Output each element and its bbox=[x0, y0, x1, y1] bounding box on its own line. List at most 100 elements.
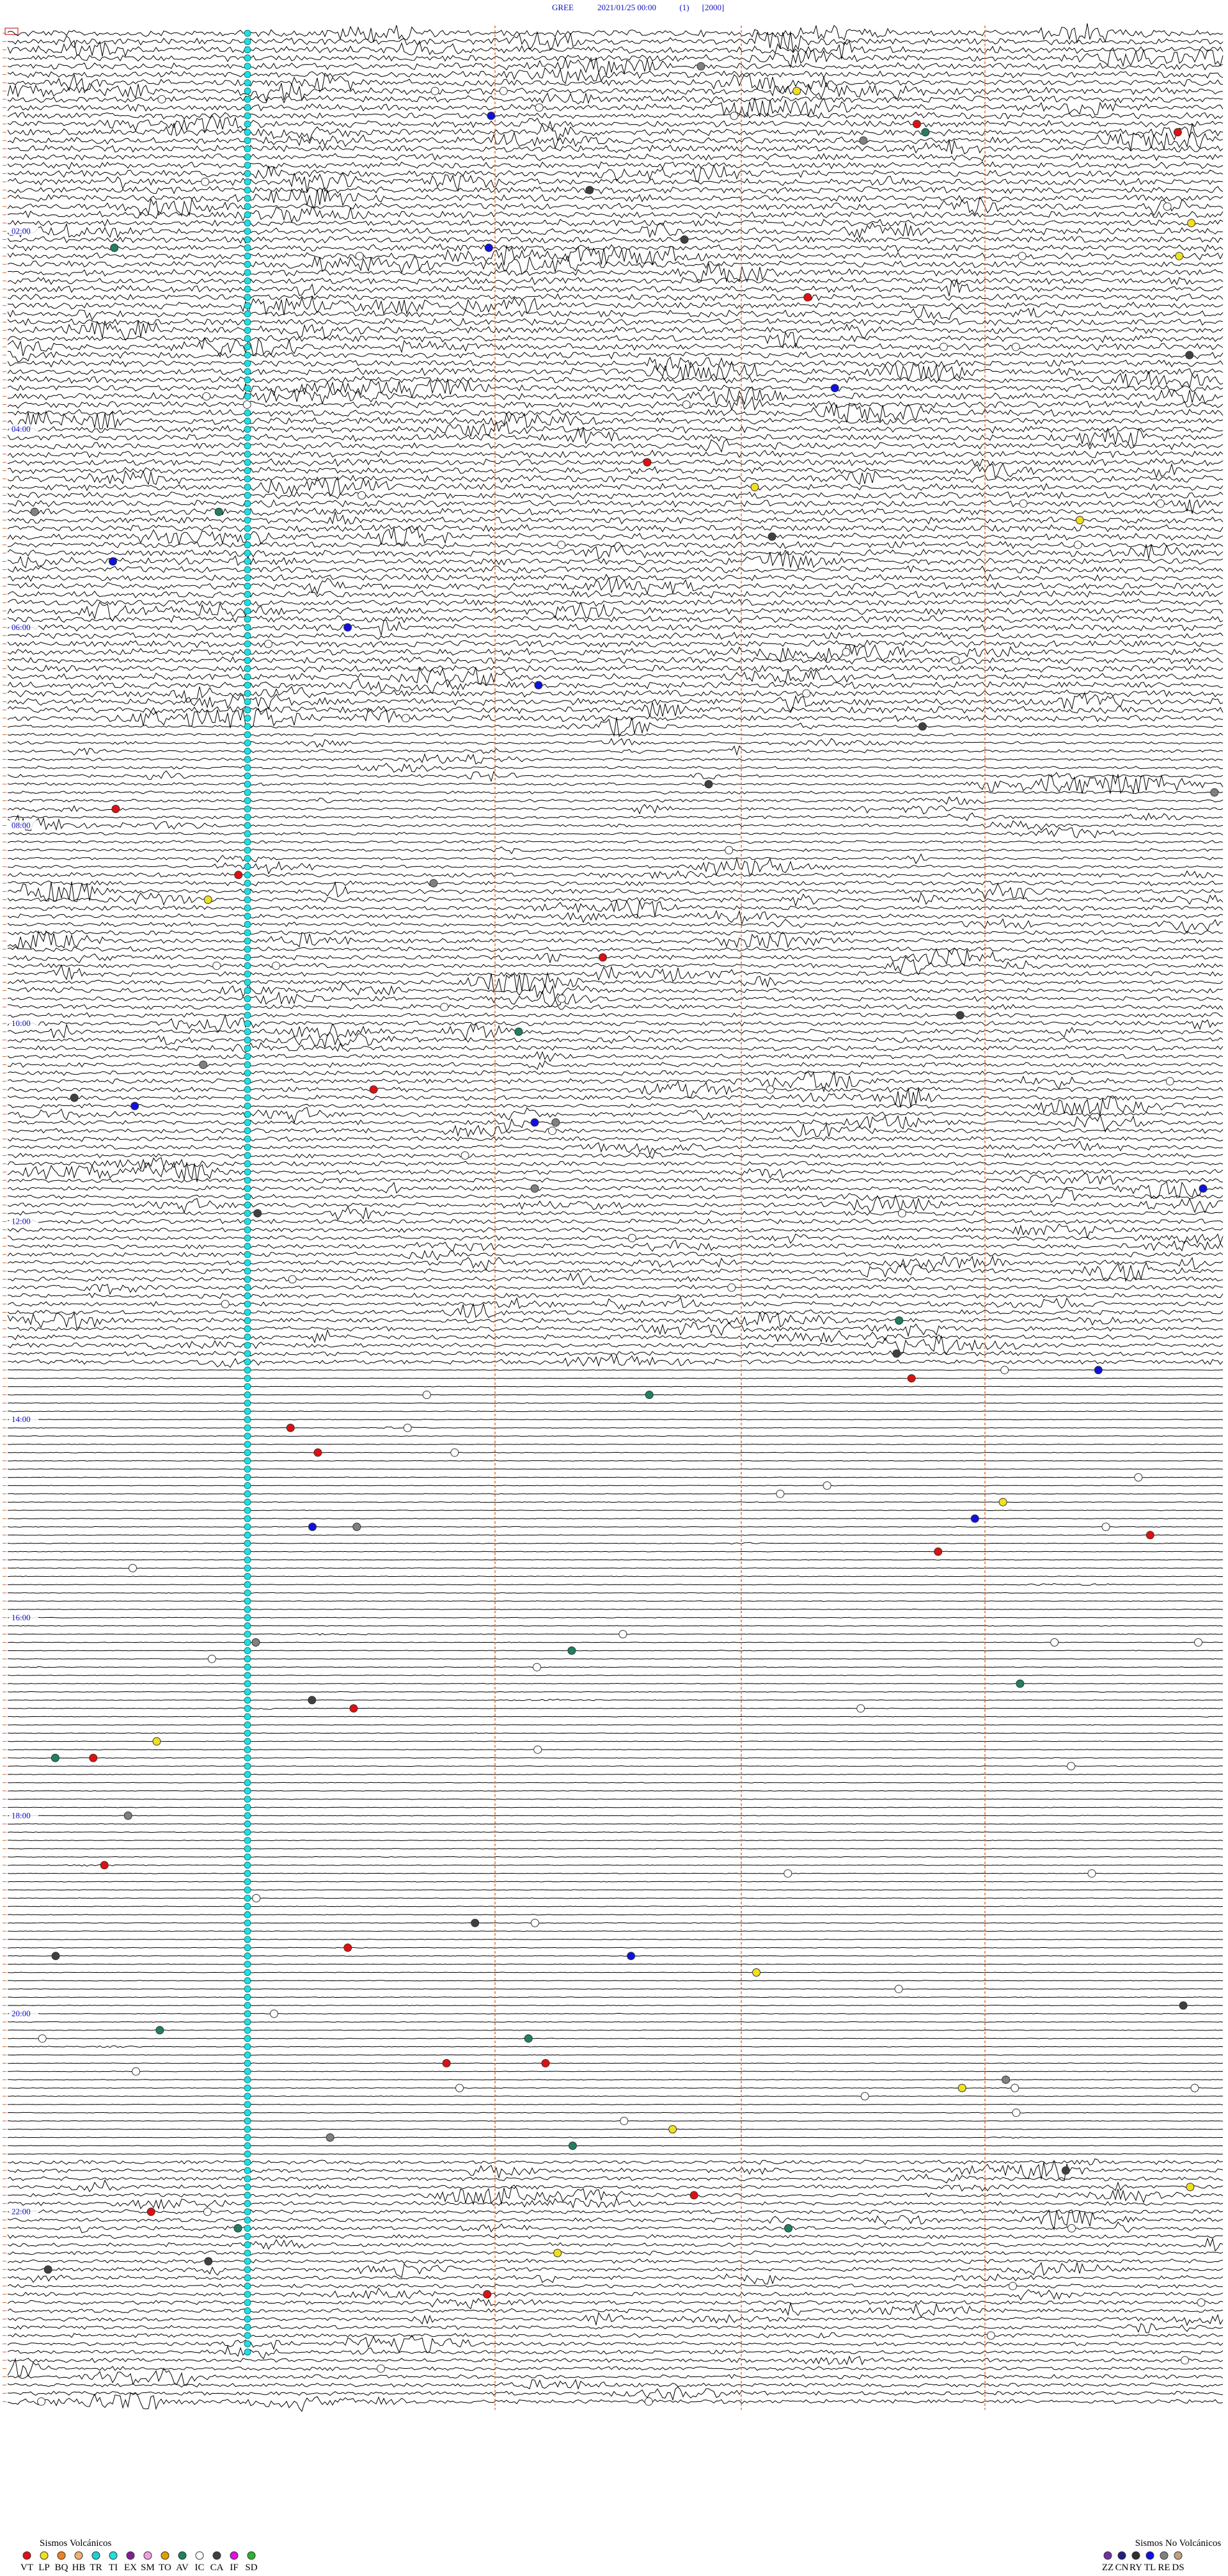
seismic-trace bbox=[7, 745, 1224, 756]
seismic-trace bbox=[7, 356, 1224, 372]
tr-marker bbox=[244, 1168, 251, 1176]
seismic-trace bbox=[7, 1576, 1224, 1577]
seismic-trace bbox=[7, 1151, 1224, 1159]
tr-marker bbox=[244, 2323, 251, 2331]
seismic-trace bbox=[7, 1741, 1224, 1742]
seismic-trace bbox=[7, 656, 1224, 665]
seismic-trace bbox=[7, 243, 1224, 253]
seismic-trace bbox=[7, 1625, 1224, 1627]
hour-label-bg bbox=[9, 622, 38, 631]
tr-marker bbox=[244, 855, 251, 862]
event-marker bbox=[1018, 251, 1027, 260]
tr-marker bbox=[244, 1350, 251, 1357]
seismic-trace bbox=[7, 205, 1224, 223]
tr-marker bbox=[244, 1466, 251, 1473]
seismic-trace bbox=[8, 1897, 1224, 1899]
event-marker bbox=[792, 86, 801, 95]
legend-code: IF bbox=[230, 2563, 238, 2573]
seismic-trace bbox=[7, 573, 1224, 582]
tr-marker bbox=[244, 987, 251, 994]
event-marker bbox=[1009, 2282, 1017, 2291]
tr-marker bbox=[244, 1152, 251, 1159]
seismic-trace bbox=[7, 1716, 1224, 1718]
tr-marker bbox=[244, 945, 251, 953]
seismic-trace bbox=[7, 23, 1224, 44]
seismic-trace bbox=[7, 305, 1224, 321]
tr-marker bbox=[244, 228, 251, 235]
tr-marker bbox=[244, 814, 251, 821]
tr-marker bbox=[244, 1870, 251, 1877]
event-marker bbox=[618, 1630, 627, 1639]
event-marker bbox=[859, 136, 868, 145]
volcanic-title: Sismos Volcánicos bbox=[40, 2538, 112, 2548]
seismic-trace bbox=[7, 278, 1224, 297]
tr-marker bbox=[244, 1820, 251, 1828]
legend-swatch bbox=[1117, 2551, 1126, 2560]
event-marker bbox=[288, 1275, 297, 1284]
tr-marker bbox=[244, 54, 251, 62]
tr-marker bbox=[244, 1086, 251, 1093]
seismic-trace bbox=[7, 814, 1224, 832]
seismic-trace bbox=[7, 371, 1224, 389]
event-marker bbox=[956, 1011, 964, 1020]
tr-marker bbox=[244, 1746, 251, 1753]
event-marker bbox=[568, 2141, 577, 2150]
seismic-trace bbox=[7, 853, 1224, 865]
tr-marker bbox=[244, 673, 251, 681]
seismic-trace bbox=[7, 131, 1224, 150]
seismic-trace bbox=[8, 1386, 1223, 1387]
event-marker bbox=[123, 1811, 132, 1820]
seismic-trace bbox=[7, 1042, 1224, 1054]
legend-swatch bbox=[247, 2551, 256, 2560]
seismic-trace bbox=[7, 619, 1224, 636]
tr-marker bbox=[244, 1639, 251, 1646]
tr-marker bbox=[244, 2035, 251, 2043]
seismic-trace bbox=[7, 2302, 1224, 2318]
seismic-trace bbox=[7, 1922, 1224, 1924]
tr-marker bbox=[244, 1160, 251, 1167]
tr-marker bbox=[244, 665, 251, 672]
tr-marker bbox=[244, 71, 251, 78]
event-marker bbox=[627, 1952, 636, 1961]
tr-marker bbox=[244, 1622, 251, 1630]
tr-marker bbox=[244, 178, 251, 186]
legend-code: VT bbox=[20, 2563, 33, 2573]
seismic-trace bbox=[7, 1501, 1224, 1503]
non-volcanic-title: Sismos No Volcánicos bbox=[1135, 2538, 1222, 2548]
seismic-trace bbox=[7, 470, 1224, 486]
seismic-trace bbox=[7, 1839, 1224, 1842]
seismic-trace bbox=[7, 1223, 1224, 1239]
seismic-trace bbox=[7, 738, 1224, 748]
seismic-trace bbox=[7, 2221, 1224, 2233]
seismic-trace bbox=[7, 956, 1224, 976]
event-marker bbox=[1197, 2298, 1206, 2307]
seismic-trace bbox=[7, 331, 1224, 349]
legend-swatch bbox=[126, 2551, 135, 2560]
tr-marker bbox=[244, 2224, 251, 2232]
seismic-trace bbox=[7, 420, 1224, 437]
legend-code: CN bbox=[1115, 2563, 1129, 2573]
event-marker bbox=[1000, 1366, 1009, 1375]
tr-marker bbox=[244, 1548, 251, 1556]
tr-marker bbox=[244, 2257, 251, 2265]
seismic-trace bbox=[7, 1426, 1224, 1429]
seismic-trace bbox=[7, 164, 1224, 182]
tr-marker bbox=[244, 1944, 251, 1952]
tr-marker bbox=[244, 360, 251, 367]
tr-marker bbox=[244, 1218, 251, 1225]
event-marker bbox=[349, 1704, 358, 1713]
tr-marker bbox=[244, 649, 251, 656]
tr-marker bbox=[244, 170, 251, 177]
event-marker bbox=[1194, 1638, 1202, 1647]
seismic-trace bbox=[7, 410, 1224, 430]
tr-marker bbox=[244, 2249, 251, 2257]
hour-label-bg bbox=[9, 1612, 38, 1622]
seismic-trace bbox=[7, 665, 1224, 673]
tr-marker bbox=[244, 2200, 251, 2208]
event-marker bbox=[856, 1704, 865, 1713]
seismic-trace bbox=[7, 235, 1224, 244]
seismic-trace bbox=[7, 2158, 1224, 2166]
tr-marker bbox=[244, 2348, 251, 2356]
legend-swatch bbox=[109, 2551, 118, 2560]
seismic-trace bbox=[7, 2287, 1224, 2301]
